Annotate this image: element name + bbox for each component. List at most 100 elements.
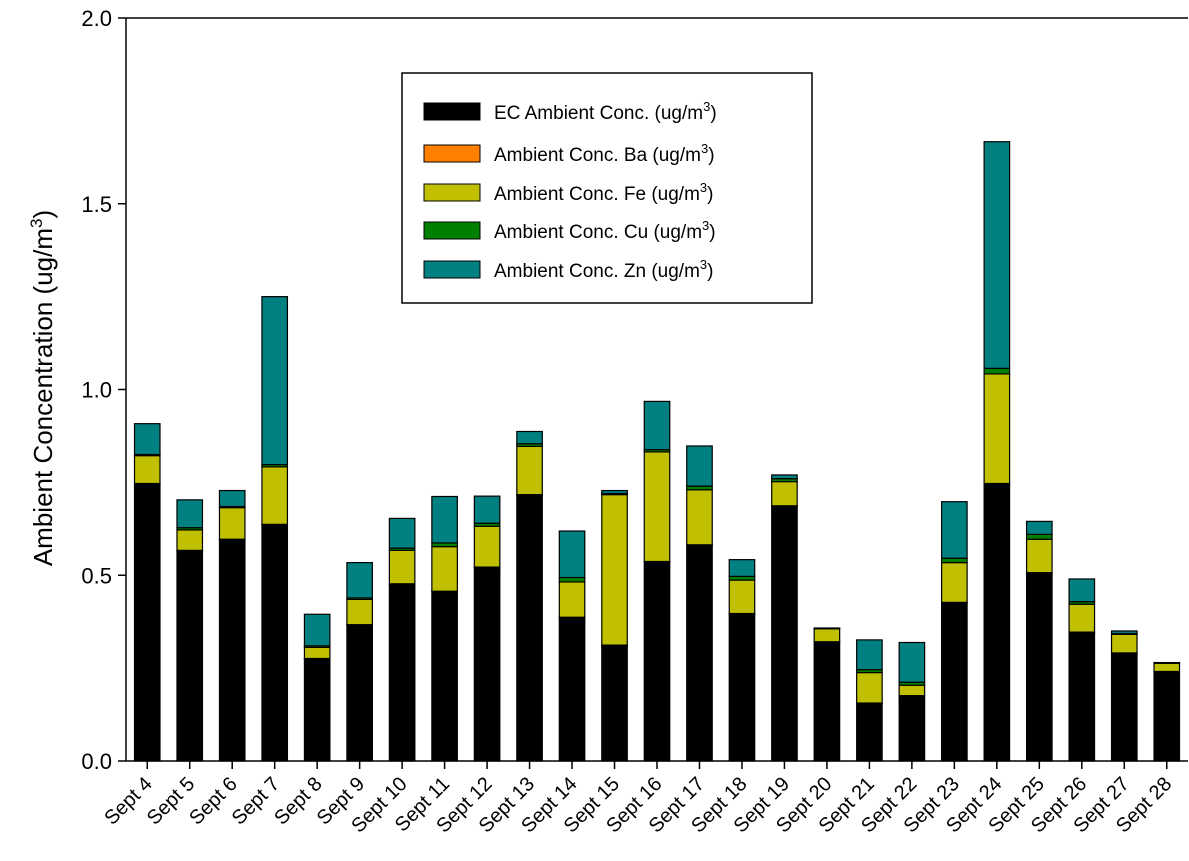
bar-stack (898, 641, 926, 762)
bar-segment-zn (431, 495, 458, 544)
bar-segment-zn (133, 423, 161, 456)
legend-swatch-zn (423, 260, 481, 279)
bar-segment-fe (813, 628, 841, 643)
y-tick-label: 1.0 (81, 378, 112, 403)
bar-segment-fe (643, 451, 671, 563)
legend-swatch-ba (423, 144, 481, 163)
bar-segment-fe (303, 646, 331, 660)
bar-segment-fe (601, 494, 628, 646)
bar-stack (686, 445, 713, 762)
x-tick-label: Sept 7 (228, 773, 284, 829)
bar-segment-ec (473, 567, 501, 762)
legend-entry-cu: Ambient Conc. Cu (ug/m3) (423, 218, 716, 243)
bar-segment-fe (473, 525, 501, 568)
legend-label-ec: EC Ambient Conc. (ug/m3) (494, 99, 717, 124)
bar-segment-fe (261, 466, 289, 525)
bar-segment-fe (856, 671, 883, 704)
bar-stack (218, 489, 246, 762)
bar-segment-ec (1068, 632, 1096, 762)
legend-entry-ba: Ambient Conc. Ba (ug/m3) (423, 141, 715, 166)
bar-segment-ec (431, 591, 458, 762)
bar-stack (643, 400, 671, 762)
bar-stack (728, 559, 756, 762)
bar-segment-cu (941, 557, 968, 564)
bar-segment-ec (388, 583, 416, 762)
legend-swatch-cu (423, 221, 481, 240)
bar-segment-zn (643, 400, 671, 451)
bar-segment-ec (1110, 652, 1138, 762)
y-tick-label: 1.5 (81, 192, 112, 217)
bar-segment-ec (983, 483, 1011, 762)
bar-segment-fe (941, 562, 968, 603)
y-axis-label-sup: 3 (27, 219, 46, 228)
legend-entry-ec: EC Ambient Conc. (ug/m3) (423, 99, 717, 124)
bar-segment-fe (771, 481, 798, 507)
bar-stack (1068, 578, 1096, 762)
bar-segment-ec (643, 561, 671, 762)
bar-stack (558, 530, 586, 762)
bar-segment-ec (813, 641, 841, 762)
bar-segment-cu (558, 576, 586, 583)
bar-segment-fe (558, 581, 586, 618)
bar-segment-ec (176, 550, 204, 762)
bar-segment-fe (133, 455, 161, 485)
bar-segment-ec (516, 494, 543, 762)
bar-stack (261, 296, 289, 762)
legend-entry-fe: Ambient Conc. Fe (ug/m3) (423, 180, 713, 205)
bar-segment-zn (898, 641, 926, 683)
legend-label-zn: Ambient Conc. Zn (ug/m3) (494, 257, 713, 282)
legend-swatch-ec (423, 102, 481, 121)
bar-segment-fe (1153, 662, 1181, 673)
bar-segment-fe (1110, 633, 1138, 654)
bar-stack (771, 474, 798, 762)
bar-segment-ec (1153, 671, 1181, 762)
x-tick-label: Sept 5 (143, 773, 199, 829)
bar-segment-fe (1068, 603, 1096, 633)
bar-segment-ec (558, 617, 586, 762)
bar-segment-zn (303, 613, 331, 647)
bar-stack (983, 141, 1011, 762)
bar-segment-ec (346, 624, 373, 762)
bar-segment-zn (1068, 578, 1096, 603)
bar-segment-zn (218, 489, 246, 508)
bar-stack (1025, 520, 1053, 762)
y-axis-label-text: Ambient Concentration (ug/m (28, 228, 58, 566)
bar-segment-fe (388, 549, 416, 585)
bar-stack (133, 423, 161, 762)
bar-segment-zn (771, 474, 798, 480)
bar-stack (176, 499, 204, 762)
bar-segment-ec (856, 702, 883, 762)
bar-stack (1110, 630, 1138, 762)
bar-segment-cu (983, 367, 1011, 375)
bar-segment-cu (1025, 533, 1053, 540)
bar-segment-ec (1025, 572, 1053, 762)
bar-segment-fe (1025, 538, 1053, 574)
y-axis-label: Ambient Concentration (ug/m3) (27, 210, 58, 566)
x-tick-label: Sept 4 (100, 773, 156, 829)
bar-segment-fe (898, 684, 926, 697)
bar-segment-fe (431, 546, 458, 592)
y-tick-label: 2.0 (81, 6, 112, 31)
bar-stack (431, 495, 458, 762)
bars-layer (133, 141, 1181, 762)
x-tick-label: Sept 6 (185, 773, 241, 829)
x-tick-label: Sept 8 (270, 773, 326, 829)
bar-stack (473, 495, 501, 762)
bar-segment-ec (218, 539, 246, 762)
y-tick-label: 0.0 (81, 749, 112, 774)
bar-segment-ec (133, 483, 161, 762)
bar-segment-zn (558, 530, 586, 579)
bar-segment-ec (728, 613, 756, 762)
bar-stack (388, 517, 416, 762)
bar-segment-zn (728, 559, 756, 577)
legend-label-cu: Ambient Conc. Cu (ug/m3) (494, 218, 716, 243)
bar-segment-zn (388, 517, 416, 549)
bar-segment-ec (686, 544, 713, 762)
bar-segment-fe (218, 507, 246, 540)
bar-segment-zn (601, 489, 628, 495)
bar-segment-zn (473, 495, 501, 524)
bar-segment-ec (303, 658, 331, 762)
y-axis-label-close: ) (28, 210, 58, 219)
legend-swatch-fe (423, 183, 481, 202)
